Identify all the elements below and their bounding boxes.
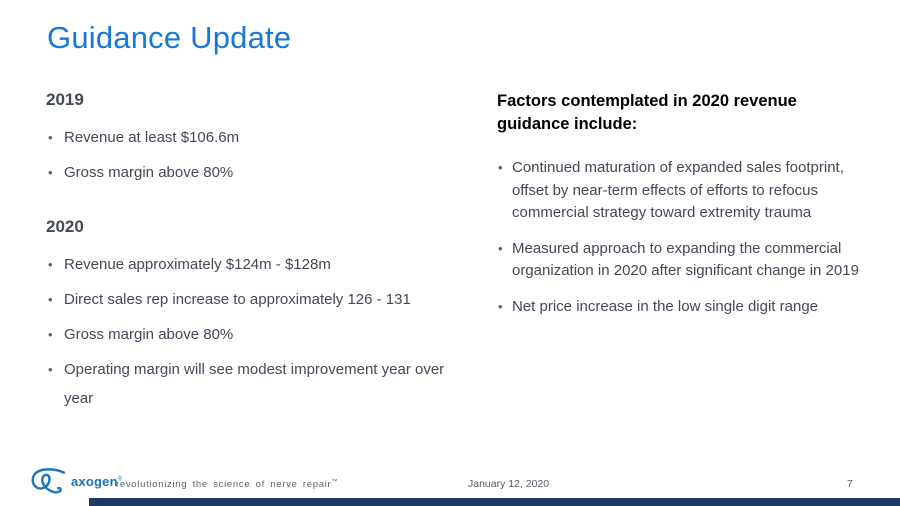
- factors-heading: Factors contemplated in 2020 revenue gui…: [497, 92, 797, 133]
- bullet-item: Direct sales rep increase to approximate…: [46, 285, 448, 314]
- bullet-item: Gross margin above 80%: [46, 158, 448, 187]
- axogen-logo: axogen®: [29, 466, 122, 496]
- bullet-item: Measured approach to expanding the comme…: [497, 238, 869, 283]
- bullet-list-2019: Revenue at least $106.6m Gross margin ab…: [46, 123, 466, 187]
- bottom-accent-bar: [89, 498, 900, 506]
- section-heading-2020: 2020: [46, 217, 84, 236]
- trademark-mark: ™: [331, 479, 339, 485]
- page-title: Guidance Update: [47, 20, 292, 55]
- section-2020: 2020 Revenue approximately $124m - $128m…: [46, 217, 476, 413]
- axogen-logo-icon: [31, 468, 66, 494]
- bullet-item: Revenue approximately $124m - $128m: [46, 250, 448, 279]
- registered-mark: ®: [117, 476, 123, 483]
- bullet-list-2020: Revenue approximately $124m - $128m Dire…: [46, 250, 466, 413]
- bullet-item: Revenue at least $106.6m: [46, 123, 448, 152]
- section-2019: 2019 Revenue at least $106.6m Gross marg…: [46, 90, 476, 187]
- bullet-item: Operating margin will see modest improve…: [46, 355, 448, 413]
- bullet-item: Gross margin above 80%: [46, 320, 448, 349]
- axogen-wordmark: axogen®: [71, 473, 123, 489]
- page-number: 7: [847, 478, 853, 490]
- section-heading-2019: 2019: [46, 90, 84, 109]
- bullet-item: Continued maturation of expanded sales f…: [497, 157, 869, 225]
- left-column: 2019 Revenue at least $106.6m Gross marg…: [46, 90, 476, 419]
- footer-tagline: revolutionizing the science of nerve rep…: [116, 479, 339, 491]
- footer-date: January 12, 2020: [468, 478, 550, 490]
- right-column: Factors contemplated in 2020 revenue gui…: [497, 90, 869, 331]
- bullet-item: Net price increase in the low single dig…: [497, 296, 869, 319]
- factors-bullet-list: Continued maturation of expanded sales f…: [497, 157, 869, 318]
